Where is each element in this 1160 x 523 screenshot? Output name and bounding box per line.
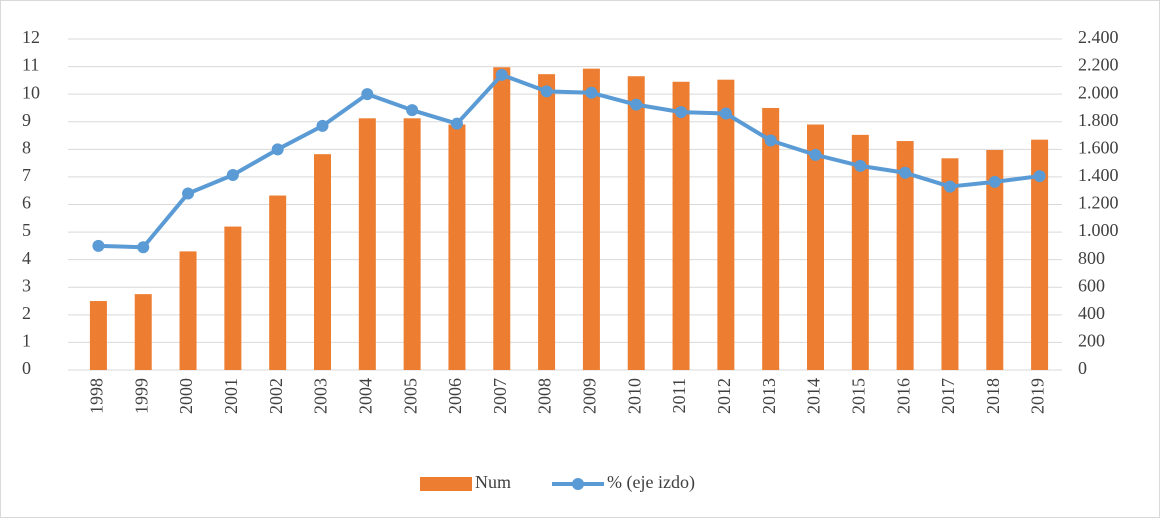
- y-tick-label: 0: [22, 358, 31, 378]
- bar: [358, 118, 376, 370]
- y-tick-label: 7: [22, 165, 31, 185]
- y-tick-label: 9: [22, 110, 31, 130]
- line-marker: [854, 159, 867, 172]
- y-tick-label: 2: [22, 303, 31, 323]
- y-tick-label: 11: [22, 55, 39, 75]
- line-marker: [943, 180, 956, 193]
- y-tick-label: 8: [22, 137, 31, 157]
- line-marker: [899, 166, 912, 179]
- x-tick-label: 2017: [938, 378, 958, 414]
- bar: [538, 74, 556, 370]
- y-tick-label: 5: [22, 220, 31, 240]
- bar: [134, 294, 152, 370]
- x-tick-label: 2010: [624, 378, 644, 414]
- x-tick-label: 2000: [176, 378, 196, 414]
- bar: [314, 154, 331, 370]
- x-tick-label: 2002: [266, 378, 286, 414]
- legend-label: % (eje izdo): [607, 472, 695, 493]
- line-marker: [271, 143, 284, 156]
- line-marker: [495, 68, 508, 81]
- legend-swatch: [572, 478, 584, 490]
- bar: [89, 301, 107, 370]
- line-marker: [137, 241, 150, 254]
- y2-tick-label: 1.200: [1078, 193, 1119, 213]
- y2-tick-label: 800: [1078, 248, 1105, 268]
- y2-tick-label: 200: [1078, 331, 1105, 351]
- bar: [582, 68, 600, 370]
- line-marker: [585, 86, 598, 99]
- y-tick-label: 4: [22, 248, 31, 268]
- bar: [672, 81, 690, 371]
- x-tick-label: 2019: [1028, 378, 1048, 414]
- y2-tick-label: 2.000: [1078, 82, 1119, 102]
- line-marker: [630, 98, 643, 111]
- x-tick-label: 1999: [131, 378, 151, 414]
- bar: [224, 226, 242, 370]
- line: [98, 72, 1040, 250]
- x-tick-label: 2008: [535, 378, 555, 414]
- line-marker: [540, 85, 553, 98]
- y-tick-label: 10: [22, 82, 40, 102]
- bar: [896, 141, 914, 370]
- y2-tick-label: 0: [1078, 358, 1087, 378]
- bar: [493, 67, 511, 370]
- bar: [941, 158, 959, 370]
- line-marker: [316, 119, 329, 132]
- y2-tick-label: 1.600: [1078, 137, 1119, 157]
- line-marker: [361, 88, 374, 101]
- bar: [1031, 139, 1049, 370]
- x-tick-label: 2006: [445, 378, 465, 414]
- line-marker: [1033, 170, 1046, 183]
- bar: [448, 124, 466, 370]
- y2-tick-label: 2.200: [1078, 55, 1119, 75]
- line-marker: [226, 168, 239, 181]
- x-tick-label: 2016: [893, 378, 913, 414]
- y2-tick-label: 1.000: [1078, 220, 1119, 240]
- y2-tick-label: 2.400: [1078, 27, 1119, 47]
- y2-tick-label: 1.400: [1078, 165, 1119, 185]
- bar: [179, 251, 197, 370]
- y-tick-label: 3: [22, 275, 31, 295]
- line-marker: [719, 107, 732, 120]
- line-marker: [675, 106, 688, 119]
- x-tick-label: 2005: [400, 378, 420, 414]
- bar: [851, 134, 869, 370]
- bar: [717, 79, 735, 370]
- x-tick-label: 2018: [983, 378, 1003, 414]
- x-tick-label: 1998: [87, 378, 107, 414]
- legend-label: Num: [475, 472, 511, 492]
- bar: [627, 76, 645, 371]
- x-tick-label: 2011: [669, 378, 689, 413]
- x-tick-label: 2001: [221, 378, 241, 414]
- bar: [403, 118, 421, 370]
- bar: [986, 150, 1004, 370]
- y2-tick-label: 1.800: [1078, 110, 1119, 130]
- y-tick-label: 12: [22, 27, 40, 47]
- x-tick-label: 2003: [311, 378, 331, 414]
- y-tick-label: 1: [22, 331, 31, 351]
- bar: [269, 195, 287, 370]
- y2-tick-label: 400: [1078, 303, 1105, 323]
- bar: [807, 124, 824, 370]
- line-marker: [92, 239, 105, 252]
- bar: [762, 107, 780, 370]
- y2-tick-label: 600: [1078, 275, 1105, 295]
- line-marker: [809, 148, 822, 161]
- x-tick-label: 2007: [490, 378, 510, 414]
- x-tick-label: 2013: [759, 378, 779, 414]
- x-tick-label: 2012: [714, 378, 734, 414]
- x-tick-label: 2015: [848, 378, 868, 414]
- line-marker: [764, 134, 777, 147]
- line-marker: [406, 104, 419, 117]
- line-marker: [182, 187, 195, 200]
- line-marker: [450, 117, 463, 130]
- y-tick-label: 6: [22, 193, 31, 213]
- x-tick-label: 2014: [804, 378, 824, 414]
- line-marker: [988, 175, 1001, 188]
- x-tick-label: 2004: [355, 378, 375, 414]
- x-tick-label: 2009: [580, 378, 600, 414]
- legend-swatch: [420, 477, 472, 491]
